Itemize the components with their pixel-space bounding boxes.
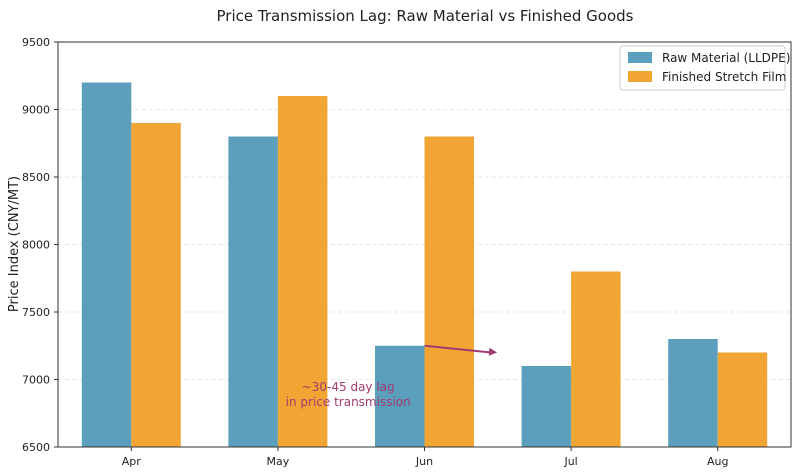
bar-raw-material-aug bbox=[668, 339, 718, 447]
x-tick-label: Jun bbox=[415, 455, 433, 468]
bars bbox=[81, 82, 768, 447]
y-tick-label: 9500 bbox=[22, 36, 50, 49]
x-tick-label: Aug bbox=[707, 455, 728, 468]
legend-label: Raw Material (LLDPE) bbox=[662, 51, 790, 65]
annotation-text: in price transmission bbox=[286, 395, 411, 409]
y-tick-label: 8500 bbox=[22, 171, 50, 184]
x-tick-label: Jul bbox=[563, 455, 577, 468]
y-ticks: 6500 7000 7500 8000 8500 9000 9500 bbox=[22, 36, 58, 454]
annotation-arrowhead bbox=[488, 347, 498, 356]
chart-title: Price Transmission Lag: Raw Material vs … bbox=[217, 7, 634, 25]
bar-finished-film-jun bbox=[424, 136, 474, 447]
legend-swatch bbox=[628, 71, 652, 82]
bar-finished-film-apr bbox=[131, 123, 181, 447]
x-tick-label: May bbox=[267, 455, 290, 468]
x-ticks: Apr May Jun Jul Aug bbox=[122, 447, 728, 468]
bar-raw-material-jun bbox=[375, 345, 425, 447]
bar-raw-material-apr bbox=[81, 82, 132, 447]
legend-label: Finished Stretch Film bbox=[662, 70, 786, 84]
bar-raw-material-may bbox=[228, 136, 278, 447]
legend-box bbox=[619, 45, 786, 91]
y-tick-label: 7000 bbox=[22, 374, 50, 387]
bar-finished-film-jul bbox=[571, 271, 621, 447]
y-axis-label: Price Index (CNY/MT) bbox=[7, 176, 22, 312]
legend-swatch bbox=[628, 52, 652, 63]
legend: Raw Material (LLDPE) Finished Stretch Fil… bbox=[619, 45, 790, 91]
y-tick-label: 8000 bbox=[22, 239, 50, 252]
y-tick-label: 7500 bbox=[22, 306, 50, 319]
annotation-arrow bbox=[424, 344, 492, 354]
bar-finished-film-may bbox=[277, 96, 328, 447]
bar-finished-film-aug bbox=[717, 352, 768, 447]
annotation-text: ~30-45 day lag bbox=[302, 380, 395, 394]
x-tick-label: Apr bbox=[122, 455, 142, 468]
y-tick-label: 6500 bbox=[22, 441, 50, 454]
bar-raw-material-jul bbox=[521, 366, 572, 447]
y-tick-label: 9000 bbox=[22, 104, 50, 117]
